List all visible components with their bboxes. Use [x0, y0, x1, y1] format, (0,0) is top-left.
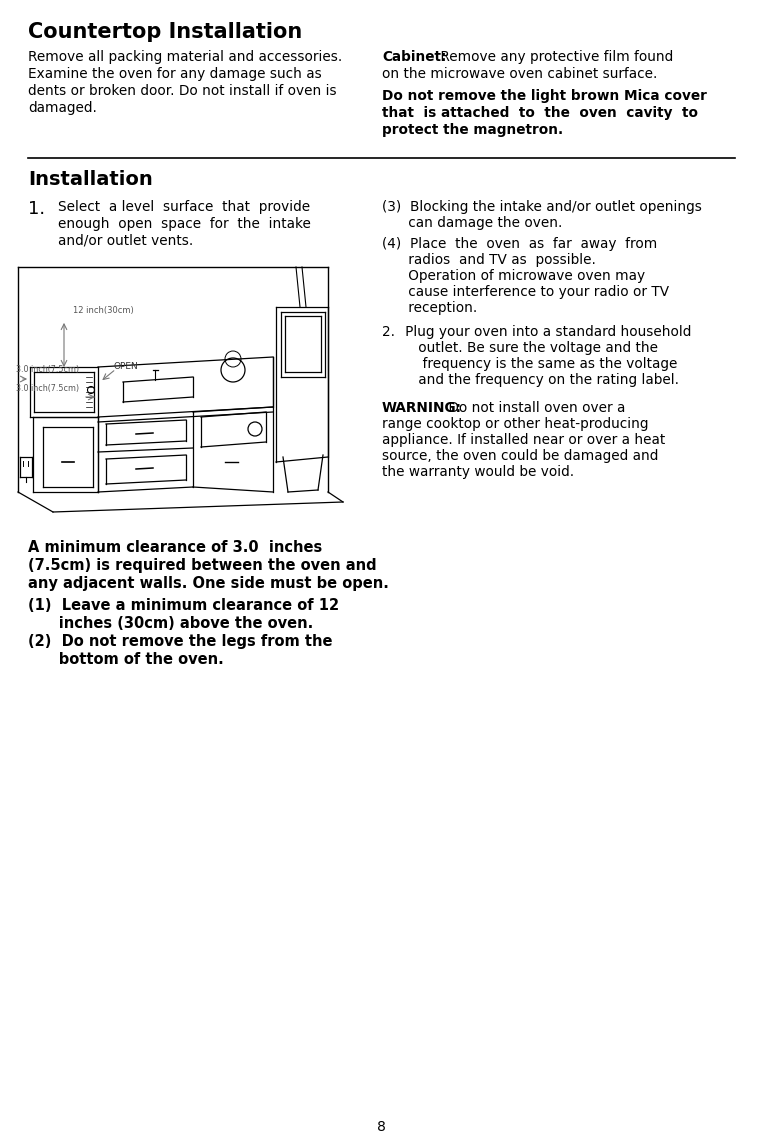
Text: Examine the oven for any damage such as: Examine the oven for any damage such as: [28, 67, 322, 81]
Text: (3)  Blocking the intake and/or outlet openings: (3) Blocking the intake and/or outlet op…: [382, 200, 702, 214]
Text: range cooktop or other heat-producing: range cooktop or other heat-producing: [382, 418, 648, 431]
Text: and/or outlet vents.: and/or outlet vents.: [58, 235, 193, 248]
Text: that  is attached  to  the  oven  cavity  to: that is attached to the oven cavity to: [382, 106, 698, 120]
Text: frequency is the same as the voltage: frequency is the same as the voltage: [392, 357, 677, 371]
Text: 12 inch(30cm): 12 inch(30cm): [73, 305, 134, 315]
Text: bottom of the oven.: bottom of the oven.: [28, 652, 224, 667]
Text: and the frequency on the rating label.: and the frequency on the rating label.: [392, 373, 679, 387]
Text: inches (30cm) above the oven.: inches (30cm) above the oven.: [28, 615, 314, 631]
Text: enough  open  space  for  the  intake: enough open space for the intake: [58, 217, 311, 231]
Text: (2)  Do not remove the legs from the: (2) Do not remove the legs from the: [28, 634, 333, 649]
Text: OPEN: OPEN: [113, 362, 138, 371]
Text: Select  a level  surface  that  provide: Select a level surface that provide: [58, 200, 310, 214]
Text: Installation: Installation: [28, 170, 153, 189]
Text: Do not install oven over a: Do not install oven over a: [444, 402, 626, 415]
Text: Countertop Installation: Countertop Installation: [28, 22, 302, 42]
Text: outlet. Be sure the voltage and the: outlet. Be sure the voltage and the: [392, 341, 658, 355]
Text: (4)  Place  the  oven  as  far  away  from: (4) Place the oven as far away from: [382, 237, 658, 251]
Text: 8: 8: [377, 1120, 385, 1134]
Text: Remove all packing material and accessories.: Remove all packing material and accessor…: [28, 50, 342, 64]
Text: can damage the oven.: can damage the oven.: [382, 216, 562, 230]
Text: dents or broken door. Do not install if oven is: dents or broken door. Do not install if …: [28, 84, 336, 98]
Text: Operation of microwave oven may: Operation of microwave oven may: [382, 269, 645, 283]
Text: reception.: reception.: [382, 301, 477, 315]
Text: (7.5cm) is required between the oven and: (7.5cm) is required between the oven and: [28, 558, 377, 573]
Text: appliance. If installed near or over a heat: appliance. If installed near or over a h…: [382, 432, 665, 447]
Text: source, the oven could be damaged and: source, the oven could be damaged and: [382, 448, 658, 463]
Text: damaged.: damaged.: [28, 101, 97, 116]
Text: (1)  Leave a minimum clearance of 12: (1) Leave a minimum clearance of 12: [28, 598, 339, 613]
Text: 2.: 2.: [382, 325, 395, 339]
Text: protect the magnetron.: protect the magnetron.: [382, 124, 563, 137]
Text: 3.0 inch(7.5cm): 3.0 inch(7.5cm): [16, 365, 79, 374]
Text: Plug your oven into a standard household: Plug your oven into a standard household: [392, 325, 692, 339]
Text: WARNING:: WARNING:: [382, 402, 462, 415]
Text: Do not remove the light brown Mica cover: Do not remove the light brown Mica cover: [382, 89, 707, 103]
Text: A minimum clearance of 3.0  inches: A minimum clearance of 3.0 inches: [28, 540, 322, 555]
Text: 3.0 inch(7.5cm): 3.0 inch(7.5cm): [16, 384, 79, 394]
Text: 1.: 1.: [28, 200, 45, 219]
Text: radios  and TV as  possible.: radios and TV as possible.: [382, 253, 596, 267]
Text: Remove any protective film found: Remove any protective film found: [436, 50, 673, 64]
Text: any adjacent walls. One side must be open.: any adjacent walls. One side must be ope…: [28, 575, 389, 591]
Text: Cabinet:: Cabinet:: [382, 50, 447, 64]
Text: on the microwave oven cabinet surface.: on the microwave oven cabinet surface.: [382, 67, 658, 81]
Text: the warranty would be void.: the warranty would be void.: [382, 464, 574, 479]
Text: cause interference to your radio or TV: cause interference to your radio or TV: [382, 285, 669, 299]
